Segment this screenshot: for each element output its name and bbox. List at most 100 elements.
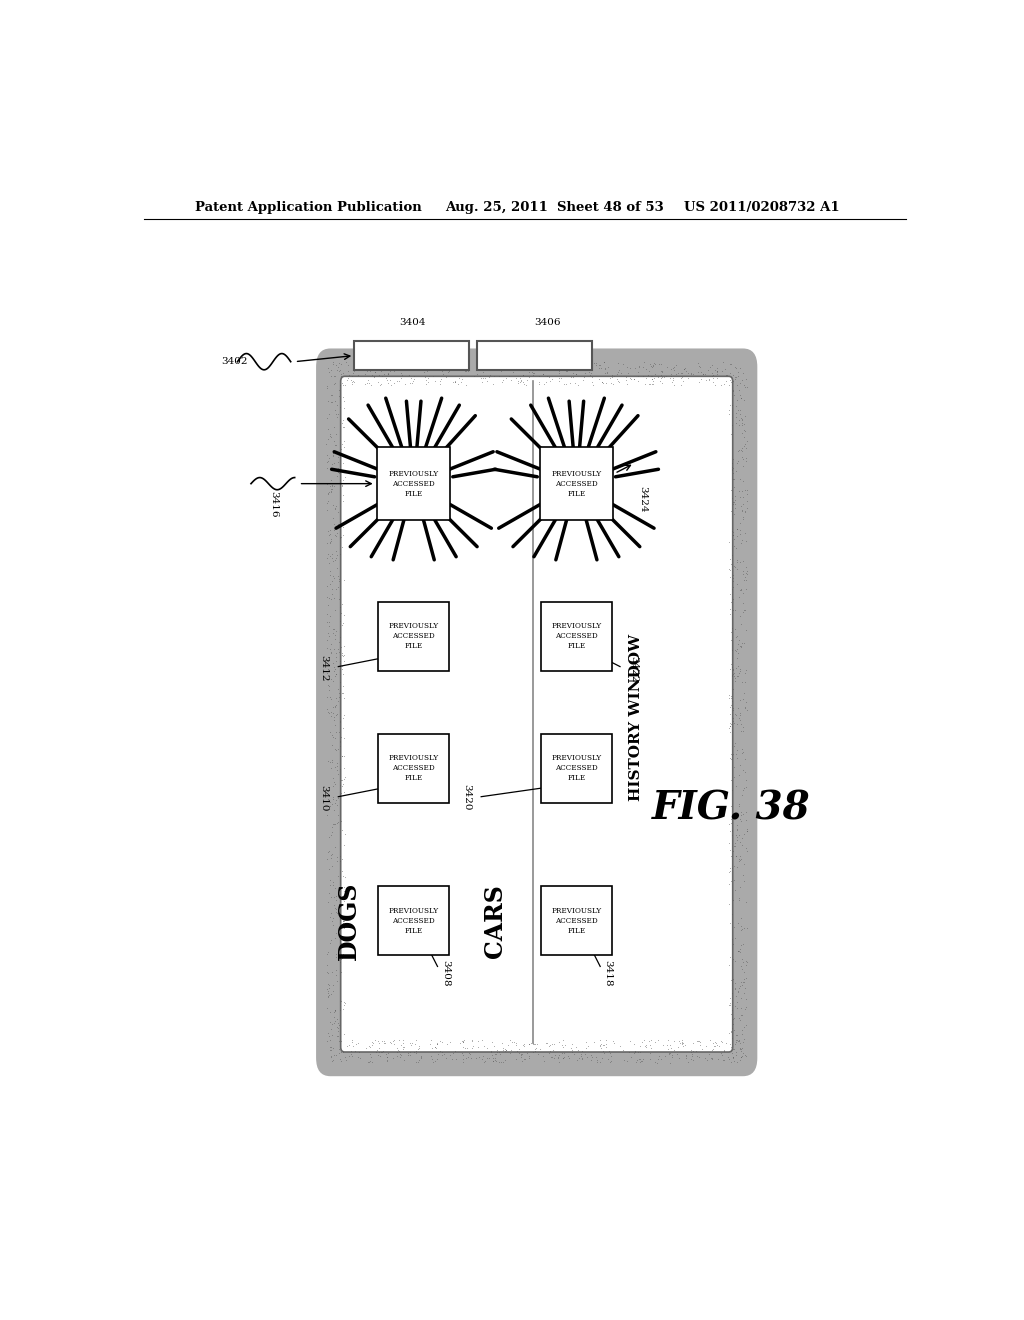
Point: [726, 356, 742, 378]
Point: [332, 649, 348, 671]
Point: [477, 358, 494, 379]
Point: [726, 619, 742, 640]
Point: [729, 857, 745, 878]
Point: [735, 962, 752, 983]
Point: [324, 821, 340, 842]
Point: [521, 1047, 538, 1068]
Point: [595, 1040, 611, 1061]
Point: [738, 483, 755, 504]
Point: [562, 354, 579, 375]
Point: [738, 892, 755, 913]
Point: [566, 352, 583, 374]
Point: [336, 605, 352, 626]
Point: [725, 469, 741, 490]
Point: [322, 425, 338, 446]
Point: [418, 370, 434, 391]
Point: [655, 1035, 672, 1056]
Point: [721, 718, 737, 739]
Point: [325, 813, 341, 834]
Point: [331, 360, 347, 381]
Point: [447, 1040, 464, 1061]
Point: [335, 676, 351, 697]
Point: [727, 599, 743, 620]
Point: [738, 660, 755, 681]
Point: [729, 814, 745, 836]
Point: [729, 552, 745, 573]
Point: [401, 1032, 418, 1053]
Point: [724, 903, 740, 924]
Point: [480, 354, 497, 375]
Point: [379, 1051, 395, 1072]
Point: [455, 1030, 471, 1051]
Point: [588, 1047, 604, 1068]
Point: [324, 1036, 340, 1057]
Point: [618, 370, 635, 391]
Point: [730, 450, 746, 471]
Point: [721, 894, 737, 915]
Point: [738, 821, 755, 842]
Point: [328, 739, 344, 760]
Point: [532, 1039, 549, 1060]
Text: Sheet 48 of 53: Sheet 48 of 53: [557, 201, 664, 214]
Point: [423, 1049, 439, 1071]
Point: [599, 362, 615, 383]
Point: [327, 1001, 343, 1022]
Point: [734, 784, 751, 805]
Point: [328, 355, 344, 376]
Point: [705, 1039, 721, 1060]
Point: [725, 1048, 741, 1069]
Point: [736, 599, 753, 620]
Point: [340, 360, 356, 381]
Point: [333, 1031, 349, 1052]
Point: [332, 527, 348, 548]
Point: [737, 1045, 754, 1067]
Point: [731, 876, 748, 898]
Point: [387, 355, 403, 376]
Point: [551, 359, 567, 380]
Point: [402, 1035, 419, 1056]
Point: [633, 1051, 649, 1072]
Point: [730, 982, 746, 1003]
Point: [689, 1030, 706, 1051]
Point: [319, 603, 336, 624]
Point: [379, 1047, 395, 1068]
Point: [552, 356, 568, 378]
Point: [721, 748, 737, 770]
Point: [550, 1044, 566, 1065]
Point: [328, 620, 344, 642]
Point: [646, 364, 663, 385]
Point: [333, 602, 349, 623]
Point: [598, 1030, 614, 1051]
Point: [734, 632, 751, 653]
Point: [733, 408, 750, 429]
Point: [737, 999, 754, 1020]
Point: [515, 364, 531, 385]
Point: [738, 430, 755, 451]
Point: [569, 351, 586, 372]
Point: [397, 374, 414, 395]
Point: [328, 884, 344, 906]
Point: [623, 358, 639, 379]
Point: [323, 668, 339, 689]
Point: [338, 351, 354, 372]
Point: [487, 1044, 504, 1065]
Point: [735, 933, 752, 954]
Point: [336, 649, 352, 671]
Point: [324, 725, 340, 746]
Point: [677, 1044, 693, 1065]
Point: [503, 358, 519, 379]
Point: [373, 374, 389, 395]
Point: [327, 898, 343, 919]
Point: [723, 796, 739, 817]
Point: [683, 363, 699, 384]
Point: [325, 974, 341, 995]
Point: [725, 1039, 741, 1060]
Point: [454, 368, 470, 389]
Point: [658, 366, 675, 387]
Point: [511, 371, 527, 392]
Point: [321, 985, 337, 1006]
Point: [736, 566, 753, 587]
Point: [326, 799, 342, 820]
Point: [727, 657, 743, 678]
Point: [325, 874, 341, 895]
